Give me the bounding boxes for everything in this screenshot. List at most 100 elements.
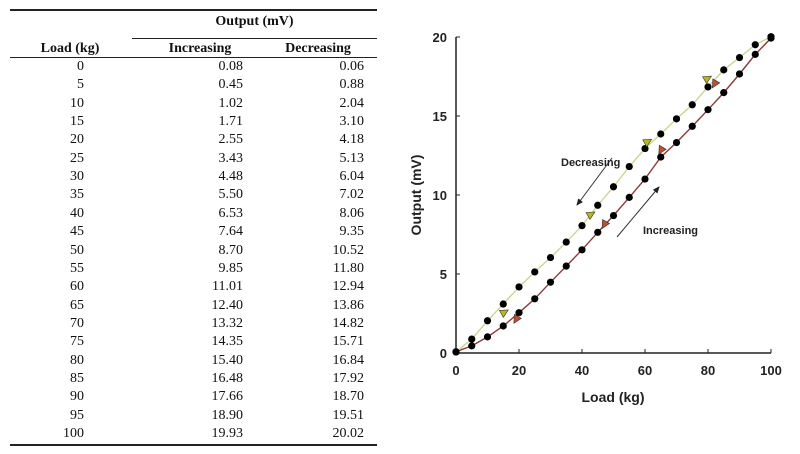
cell-increasing: 7.64 — [218, 224, 244, 240]
cell-decreasing: 11.80 — [333, 260, 364, 276]
data-point-decreasing — [499, 300, 507, 308]
cell-increasing: 4.48 — [218, 169, 244, 185]
y-tick-label: 0 — [440, 346, 447, 361]
data-point-decreasing — [515, 283, 523, 291]
cell-load: 60 — [70, 279, 84, 295]
cell-load: 35 — [70, 187, 84, 203]
direction-marker-increasing — [513, 313, 522, 324]
header-rule — [10, 57, 377, 58]
cell-increasing: 0.08 — [218, 59, 244, 74]
y-tick-label: 20 — [433, 30, 447, 45]
data-point-increasing — [657, 153, 665, 161]
cell-decreasing: 2.04 — [339, 95, 365, 111]
cell-decreasing: 12.94 — [332, 279, 365, 295]
data-point-increasing — [594, 228, 602, 236]
cell-decreasing: 0.88 — [339, 77, 365, 93]
data-table: Output (mV) Load (kg) Increasing Decreas… — [10, 0, 378, 449]
table-top-rule — [10, 9, 377, 11]
cell-decreasing: 14.82 — [332, 315, 365, 331]
cell-decreasing: 13.86 — [332, 297, 365, 313]
cell-increasing: 15.40 — [211, 352, 244, 368]
cell-decreasing: 4.18 — [339, 132, 365, 148]
cell-decreasing: 6.04 — [339, 169, 365, 185]
col-header-load: Load (kg) — [40, 41, 100, 56]
data-point-decreasing — [641, 144, 649, 153]
cell-increasing: 19.93 — [211, 426, 244, 441]
direction-marker-decreasing — [642, 138, 653, 148]
x-tick-label: 60 — [638, 363, 652, 378]
group-header-rule — [132, 38, 377, 39]
direction-marker-increasing — [601, 219, 611, 230]
data-point-decreasing — [672, 115, 681, 123]
direction-marker-decreasing — [702, 75, 713, 85]
y-tick-label: 10 — [433, 188, 447, 203]
chart-svg: 0 20 40 60 80 100 0 5 10 15 20 Load (kg) Output (m… — [408, 30, 782, 405]
cell-load: 5 — [77, 77, 84, 93]
cell-load: 70 — [70, 315, 84, 331]
data-point-decreasing — [546, 253, 555, 262]
cell-increasing: 0.45 — [218, 77, 244, 93]
cell-increasing: 3.43 — [218, 150, 244, 166]
data-point-decreasing — [657, 130, 665, 138]
data-point-increasing — [578, 246, 586, 254]
data-point-increasing — [609, 211, 618, 220]
cell-load: 55 — [70, 260, 84, 276]
data-point-increasing — [735, 70, 744, 78]
data-point-decreasing — [767, 33, 775, 41]
table-bottom-rule — [10, 444, 377, 446]
col-header-decreasing: Decreasing — [285, 41, 351, 56]
data-point-increasing — [546, 278, 555, 286]
annotations — [576, 157, 660, 238]
cell-load: 10 — [70, 95, 84, 111]
cell-increasing: 1.02 — [218, 95, 244, 111]
series-points — [452, 33, 775, 356]
x-axis-label: Load (kg) — [582, 389, 645, 405]
cell-load: 85 — [70, 370, 84, 386]
data-point-decreasing — [625, 162, 633, 171]
cell-load: 80 — [70, 352, 84, 368]
cell-load: 90 — [70, 389, 84, 405]
cell-decreasing: 15.71 — [332, 334, 365, 350]
data-point-decreasing — [609, 183, 618, 191]
annotation-increasing: Increasing — [643, 225, 698, 237]
data-point-decreasing — [578, 222, 586, 230]
data-point-increasing — [562, 262, 570, 270]
data-point-decreasing — [688, 101, 696, 109]
data-point-decreasing — [562, 238, 570, 246]
cell-load: 45 — [70, 224, 84, 240]
cell-increasing: 11.01 — [212, 279, 243, 295]
data-point-decreasing — [468, 335, 476, 343]
cell-load: 50 — [70, 242, 84, 258]
cell-increasing: 13.32 — [211, 315, 244, 331]
cell-load: 75 — [70, 334, 84, 350]
data-point-increasing — [641, 175, 649, 183]
x-tick-label: 40 — [575, 363, 589, 378]
x-tick-label: 80 — [701, 363, 715, 378]
axes: 0 20 40 60 80 100 0 5 10 15 20 — [433, 30, 782, 378]
data-point-increasing — [531, 295, 539, 303]
cell-load: 30 — [70, 169, 84, 185]
col-header-increasing: Increasing — [168, 41, 232, 56]
annotation-decreasing: Decreasing — [561, 157, 620, 169]
data-point-decreasing — [751, 41, 759, 49]
output-group-header: Output (mV) — [215, 14, 294, 29]
direction-marker-decreasing — [585, 211, 596, 220]
direction-marker-decreasing — [498, 309, 509, 318]
y-tick-label: 15 — [433, 109, 447, 124]
cell-decreasing: 0.06 — [339, 59, 365, 74]
data-point-increasing — [468, 342, 476, 350]
data-point-decreasing — [704, 83, 712, 91]
cell-increasing: 17.66 — [211, 389, 244, 405]
cell-decreasing: 3.10 — [339, 114, 365, 130]
cell-increasing: 16.48 — [211, 370, 244, 386]
x-tick-label: 20 — [512, 363, 526, 378]
x-tick-label: 100 — [760, 363, 782, 378]
x-tick-label: 0 — [452, 363, 459, 378]
cell-load: 25 — [70, 150, 84, 166]
cell-decreasing: 18.70 — [332, 389, 365, 405]
cell-decreasing: 20.02 — [332, 426, 365, 441]
y-tick-label: 5 — [440, 267, 447, 282]
data-point-increasing — [688, 122, 696, 130]
cell-increasing: 18.90 — [211, 407, 244, 423]
cell-increasing: 5.50 — [218, 187, 244, 203]
